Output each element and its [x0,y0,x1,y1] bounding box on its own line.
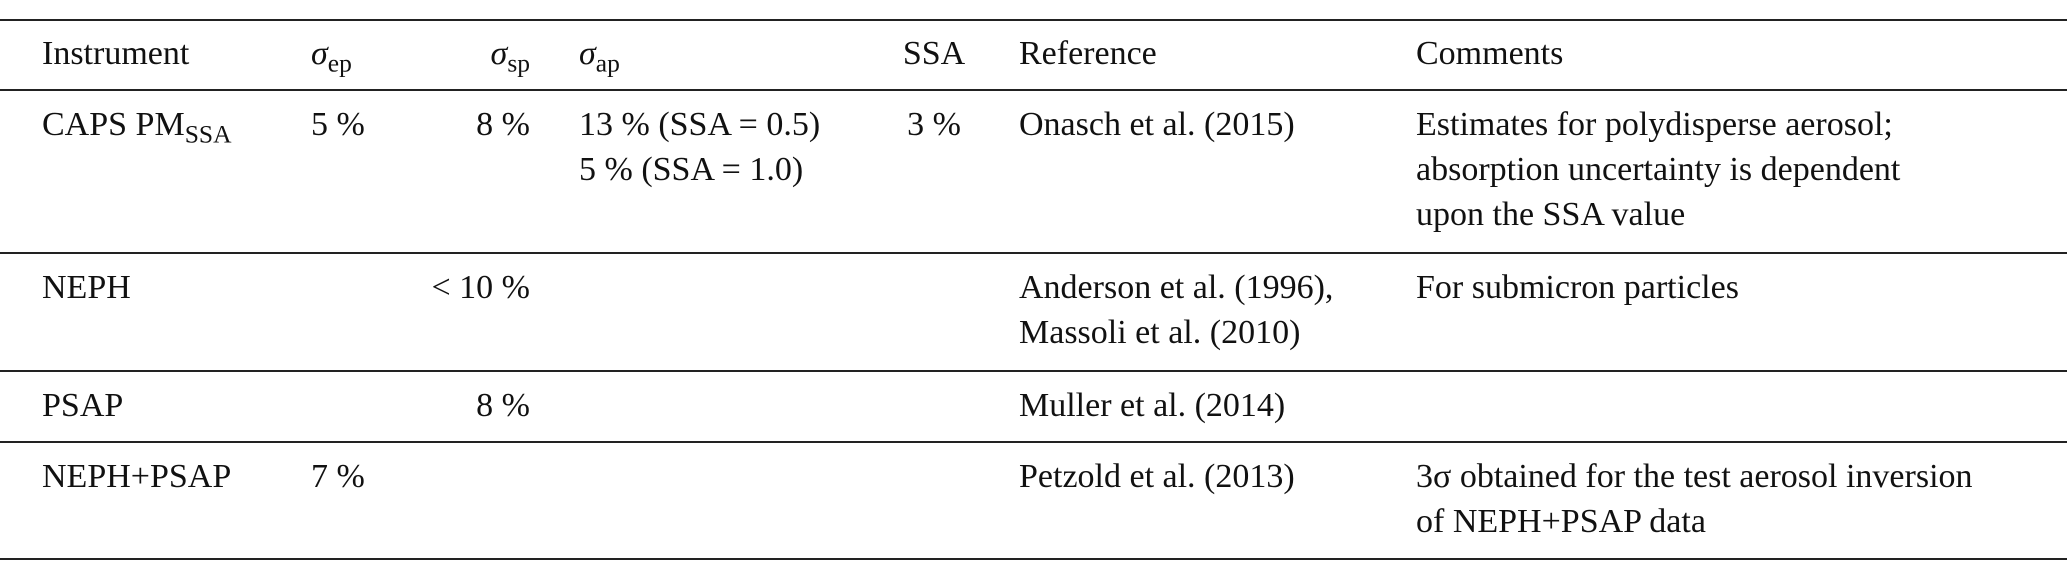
cell-line: of NEPH+PSAP data [1416,503,1706,540]
table-cell: Anderson et al. (1996), Massoli et al. (2… [1019,265,1409,355]
cell-text: SSA [902,35,966,72]
cell-text: Reference [1019,35,1157,72]
cell-text: PSAP [42,387,124,424]
cell-line: Massoli et al. (2010) [1019,314,1301,351]
cell-symbol: σ [490,35,508,72]
table-rule [0,370,2067,372]
table-cell: 3 % [874,102,994,147]
table-cell: For submicron particles [1416,265,2056,310]
table-rule [0,441,2067,443]
table-cell: Onasch et al. (2015) [1019,102,1409,147]
table-cell: 13 % (SSA = 0.5) 5 % (SSA = 1.0) [579,102,879,192]
cell-line: 8 % [476,387,530,424]
cell-symbol: σ [311,35,328,72]
cell-symbol: σ [579,35,596,72]
cell-line: absorption uncertainty is dependent [1416,151,1901,188]
cell-line: 5 % (SSA = 1.0) [579,151,804,188]
cell-line: 13 % (SSA = 0.5) [579,106,821,143]
table-rule [0,19,2067,21]
header-cell: Reference [1019,31,1409,76]
table-cell: NEPH+PSAP [42,454,302,499]
table-cell: CAPS PMSSA [42,102,302,147]
cell-subscript: SSA [184,119,232,149]
table-rule [0,558,2067,560]
table-cell: Muller et al. (2014) [1019,383,1409,428]
cell-text: Instrument [42,35,190,72]
header-cell: SSA [874,31,994,76]
header-cell: σep [311,31,411,76]
cell-text: Comments [1416,35,1564,72]
table-cell: 7 % [311,454,411,499]
table-cell: 3σ obtained for the test aerosol inversi… [1416,454,2056,544]
cell-line: Muller et al. (2014) [1019,387,1286,424]
cell-line: For submicron particles [1416,269,1739,306]
table-cell: 5 % [311,102,411,147]
cell-line: 8 % [476,106,530,143]
cell-text: NEPH+PSAP [42,458,232,495]
table-cell: Estimates for polydisperse aerosol; absor… [1416,102,2056,237]
cell-symbol: CAPS PM [42,106,185,143]
header-cell: Instrument [42,31,302,76]
cell-line: 5 % [311,106,365,143]
cell-subscript: ep [327,48,352,78]
cell-line: 7 % [311,458,365,495]
table-cell: < 10 % [390,265,531,310]
cell-line: Onasch et al. (2015) [1019,106,1295,143]
table-cell: NEPH [42,265,302,310]
cell-line: Petzold et al. (2013) [1019,458,1295,495]
table-rule [0,89,2067,91]
header-cell: σsp [390,31,530,76]
cell-subscript: sp [507,48,530,78]
table-cell: Petzold et al. (2013) [1019,454,1409,499]
cell-line: upon the SSA value [1416,196,1686,233]
table-cell: PSAP [42,383,302,428]
table-cell: 8 % [390,383,530,428]
table-cell: 8 % [390,102,530,147]
cell-line: 3 % [907,106,961,143]
cell-line: Anderson et al. (1996), [1019,269,1334,306]
header-cell: σap [579,31,879,76]
cell-subscript: ap [595,48,620,78]
cell-line: 3σ obtained for the test aerosol inversi… [1416,458,1973,495]
table-rule [0,252,2067,254]
cell-line: < 10 % [431,269,531,306]
header-cell: Comments [1416,31,2056,76]
cell-text: NEPH [42,269,131,306]
cell-line: Estimates for polydisperse aerosol; [1416,106,1893,143]
